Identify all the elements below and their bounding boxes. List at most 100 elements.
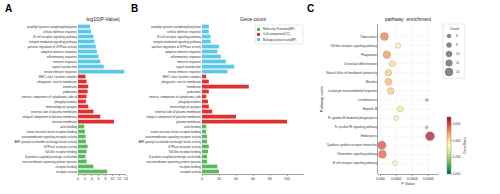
svg-text:Cell component(CC): Cell component(CC) [263,32,290,36]
svg-text:MHC class I protein complex: MHC class I protein complex [39,75,78,79]
svg-text:non-membrane spanning protein: non-membrane spanning protein tyrosine [146,160,201,164]
svg-text:membrane: membrane [187,85,202,89]
svg-text:Hepatitis B: Hepatitis B [362,107,377,111]
svg-text:6: 6 [98,177,100,181]
svg-text:transmembrane signaling recept: transmembrane signaling receptor activit… [21,135,77,139]
svg-text:-log10(P-Value): -log10(P-Value) [85,16,120,22]
svg-text:Endocytosis: Endocytosis [361,134,378,138]
svg-text:intrinsic component of cytopla: intrinsic component of cytoplasmic side [149,95,201,99]
svg-text:non-membrane spanning protein: non-membrane spanning protein tyrosine [22,160,77,164]
svg-text:14: 14 [456,70,460,74]
svg-text:innate immune response: innate immune response [168,70,201,74]
svg-text:0.0006: 0.0006 [423,177,434,181]
svg-text:inflammatory response: inflammatory response [47,55,78,59]
svg-text:40: 40 [234,177,238,181]
svg-text:integrin-mediated signaling pa: integrin-mediated signaling pathway [153,40,201,44]
svg-text:8: 8 [456,43,458,47]
svg-text:tumor necrosis factor receptor: tumor necrosis factor receptor binding [151,130,202,134]
svg-text:immune response: immune response [177,60,201,64]
svg-text:10: 10 [456,52,460,56]
svg-text:podosome: podosome [63,90,77,94]
svg-text:adaptive immune response: adaptive immune response [165,50,201,54]
svg-text:Biological processes(BP): Biological processes(BP) [263,38,296,42]
svg-text:10: 10 [110,177,114,181]
svg-text:Chemokine signaling pathway: Chemokine signaling pathway [337,152,377,156]
svg-text:B cell receptor signaling path: B cell receptor signaling pathway [33,35,77,39]
svg-text:receptor activity: receptor activity [180,170,202,174]
svg-text:external side of plasma membra: external side of plasma membrane [155,110,201,114]
svg-text:pathway enrichment: pathway enrichment [385,16,432,22]
svg-text:Measles: Measles [366,80,378,84]
svg-text:signal transduction: signal transduction [52,65,77,69]
svg-text:0.0002: 0.0002 [391,177,402,181]
svg-text:positive regulation of GTPase: positive regulation of GTPase activity [152,45,202,49]
svg-text:innate immune response: innate immune response [44,70,77,74]
svg-text:receptor binding: receptor binding [179,165,201,169]
svg-text:peptidyl-tyrosine autophosphor: peptidyl-tyrosine autophosphorylation [27,25,77,29]
svg-text:80: 80 [268,177,272,181]
svg-text:Tuberculosis: Tuberculosis [360,35,377,39]
svg-text:2: 2 [84,177,86,181]
svg-text:6: 6 [456,34,458,38]
svg-text:peptidyl-tyrosine autophosphor: peptidyl-tyrosine autophosphorylation [151,25,201,29]
svg-text:0.600: 0.600 [453,122,461,126]
svg-text:receptor activity: receptor activity [56,170,78,174]
svg-text:Gene count: Gene count [240,16,266,22]
svg-text:integrin-mediated signaling pa: integrin-mediated signaling pathway [29,40,77,44]
svg-text:ARF guanyl-nucleotide exchange: ARF guanyl-nucleotide exchange factor ac… [138,140,201,144]
svg-text:Molecular Function(MF): Molecular Function(MF) [263,27,295,31]
svg-text:0.0004: 0.0004 [407,177,418,181]
svg-text:phagolysosomes: phagolysosomes [178,100,201,104]
svg-text:phagocytic vesicle membrane: phagocytic vesicle membrane [37,80,77,84]
svg-text:Leukocyte transendothelial mig: Leukocyte transendothelial migration [328,89,377,93]
svg-text:G-protein coupled purinergic n: G-protein coupled purinergic nucleotide [25,155,78,159]
svg-text:plasma membrane: plasma membrane [176,120,201,124]
svg-text:transmembrane signaling recept: transmembrane signaling receptor activit… [145,135,201,139]
svg-text:14: 14 [124,177,128,181]
svg-text:signal transduction: signal transduction [176,65,201,69]
svg-text:MHC class I protein complex: MHC class I protein complex [163,75,202,79]
svg-text:12: 12 [117,177,121,181]
svg-text:plasma membrane: plasma membrane [52,120,77,124]
svg-text:positive regulation of GTPase: positive regulation of GTPase activity [28,45,78,49]
svg-text:membrane: membrane [63,85,78,89]
svg-text:C: C [307,3,314,14]
svg-text:G-protein coupled purinergic n: G-protein coupled purinergic nucleotide [149,155,202,159]
svg-text:11: 11 [456,61,459,65]
svg-text:B: B [131,3,138,14]
svg-text:actin binding: actin binding [60,125,77,129]
svg-text:immune response: immune response [53,60,77,64]
svg-text:integral component of plasma m: integral component of plasma membrane [22,115,77,119]
svg-text:Fc epsilon RI signaling pathwa: Fc epsilon RI signaling pathway [335,125,378,129]
svg-text:A: A [5,3,12,14]
svg-text:P Value: P Value [401,181,415,186]
svg-text:8: 8 [104,177,106,181]
svg-text:actin binding: actin binding [184,125,201,129]
svg-text:Cytokine-cytokine receptor int: Cytokine-cytokine receptor interaction [327,143,378,147]
svg-text:Fc gamma R-mediated phagocytos: Fc gamma R-mediated phagocytosis [328,116,377,120]
svg-text:Toll-like receptor binding: Toll-like receptor binding [45,150,78,154]
svg-text:0: 0 [201,177,203,181]
svg-text:0.000: 0.000 [376,177,385,181]
svg-text:Toll-like receptor signaling p: Toll-like receptor signaling pathway [330,44,377,48]
svg-text:GeneRatio: GeneRatio [463,137,467,154]
svg-text:Count: Count [450,27,459,31]
svg-text:Toll-like receptor binding: Toll-like receptor binding [169,150,202,154]
svg-text:60: 60 [251,177,255,181]
svg-text:intrinsic component of cytopla: intrinsic component of cytoplasmic side … [22,95,78,99]
svg-text:Pathway name: Pathway name [319,85,324,112]
svg-text:0.400: 0.400 [453,139,461,143]
svg-text:GTPase activator activity: GTPase activator activity [168,145,202,149]
svg-text:cellular defense response: cellular defense response [43,30,78,34]
svg-text:tumor necrosis factor receptor: tumor necrosis factor receptor binding [27,130,78,134]
svg-text:phagocytic vesicle membrane: phagocytic vesicle membrane [161,80,201,84]
svg-text:integral component of plasma m: integral component of plasma membrane [146,115,201,119]
svg-text:immunological synapse: immunological synapse [170,105,202,109]
svg-text:B cell receptor signaling path: B cell receptor signaling pathway [157,35,201,39]
svg-text:Osteoclast differentiation: Osteoclast differentiation [344,62,377,66]
svg-text:B cell receptor signaling path: B cell receptor signaling pathway [333,161,377,165]
svg-text:receptor binding: receptor binding [55,165,77,169]
svg-text:4: 4 [91,177,93,181]
svg-text:Leishmaniasis: Leishmaniasis [358,98,378,102]
svg-text:0.200: 0.200 [453,155,461,159]
